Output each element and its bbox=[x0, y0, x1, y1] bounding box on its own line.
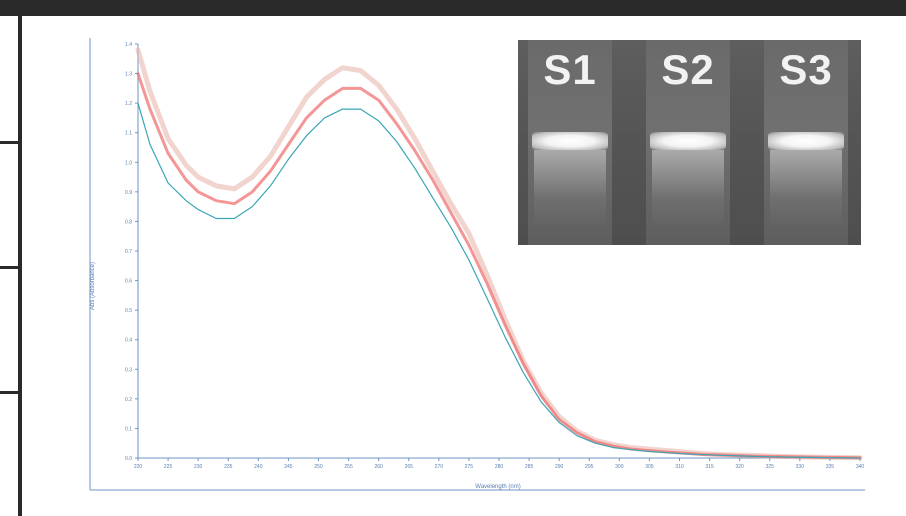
y-tick-label: 0.2 bbox=[125, 397, 132, 403]
x-tick-label: 230 bbox=[194, 464, 203, 470]
y-tick-label: 1.2 bbox=[125, 101, 132, 107]
x-tick-label: 335 bbox=[826, 464, 835, 470]
x-tick-label: 275 bbox=[465, 464, 474, 470]
x-tick-label: 255 bbox=[344, 464, 353, 470]
frame-left-panel bbox=[0, 16, 22, 516]
x-tick-label: 225 bbox=[164, 464, 173, 470]
y-tick-label: 0.5 bbox=[125, 308, 132, 314]
x-tick-label: 265 bbox=[405, 464, 414, 470]
x-tick-label: 270 bbox=[435, 464, 444, 470]
x-tick-label: 290 bbox=[555, 464, 564, 470]
frame-divider bbox=[0, 391, 20, 394]
lane-label: S3 bbox=[779, 46, 833, 93]
lane-label: S1 bbox=[543, 46, 597, 93]
chart-series-lines bbox=[135, 47, 863, 461]
lane-label: S2 bbox=[661, 46, 715, 93]
y-tick-label: 0.6 bbox=[125, 279, 132, 285]
x-tick-label: 295 bbox=[585, 464, 594, 470]
x-tick-label: 300 bbox=[615, 464, 624, 470]
gel-lane: S1 bbox=[528, 40, 612, 245]
x-tick-label: 320 bbox=[735, 464, 744, 470]
y-tick-label: 1.3 bbox=[125, 72, 132, 78]
x-tick-label: 250 bbox=[314, 464, 323, 470]
x-axis-label: Wavelength (nm) bbox=[475, 484, 520, 490]
frame-top-border bbox=[0, 0, 906, 16]
x-tick-label: 340 bbox=[856, 464, 865, 470]
y-tick-label: 1.4 bbox=[125, 42, 132, 48]
x-tick-label: 240 bbox=[254, 464, 263, 470]
x-tick-label: 310 bbox=[675, 464, 684, 470]
frame-divider bbox=[0, 266, 20, 269]
y-tick-label: 0.0 bbox=[125, 456, 132, 462]
gel-electrophoresis-image: S1 S2 S3 bbox=[518, 40, 861, 245]
x-tick-label: 245 bbox=[284, 464, 293, 470]
x-tick-label: 235 bbox=[224, 464, 233, 470]
absorbance-chart: 0.0 0.1 0.2 0.3 0.4 0.5 0.6 0.7 0.8 0.9 1.0 1.1 1.2 1… bbox=[89, 38, 865, 491]
frame-divider bbox=[0, 141, 20, 144]
gel-lane: S3 bbox=[764, 40, 848, 245]
x-tick-label: 220 bbox=[134, 464, 143, 470]
series-line bbox=[137, 102, 861, 459]
gel-band bbox=[768, 132, 844, 150]
gel-smear bbox=[534, 150, 606, 230]
y-tick-label: 0.3 bbox=[125, 367, 132, 373]
x-tick-label: 315 bbox=[705, 464, 714, 470]
y-tick-label: 1.0 bbox=[125, 160, 132, 166]
x-tick-label: 330 bbox=[796, 464, 805, 470]
y-tick-label: 0.1 bbox=[125, 426, 132, 432]
y-axis-label: Abs (Absorbance) bbox=[90, 262, 96, 310]
x-tick-label: 305 bbox=[645, 464, 654, 470]
x-tick-label: 325 bbox=[766, 464, 775, 470]
chart-ticks: 0.0 0.1 0.2 0.3 0.4 0.5 0.6 0.7 0.8 0.9 1.0 1.1 1.2 1… bbox=[125, 42, 864, 470]
x-tick-label: 260 bbox=[374, 464, 383, 470]
gel-band bbox=[532, 132, 608, 150]
y-tick-label: 1.1 bbox=[125, 131, 132, 137]
y-tick-label: 0.9 bbox=[125, 190, 132, 196]
gel-lane: S2 bbox=[646, 40, 730, 245]
y-tick-label: 0.4 bbox=[125, 338, 132, 344]
y-tick-label: 0.8 bbox=[125, 219, 132, 225]
y-tick-label: 0.7 bbox=[125, 249, 132, 255]
gel-smear bbox=[652, 150, 724, 230]
x-tick-label: 280 bbox=[495, 464, 504, 470]
gel-band bbox=[650, 132, 726, 150]
x-tick-label: 285 bbox=[525, 464, 534, 470]
gel-smear bbox=[770, 150, 842, 230]
